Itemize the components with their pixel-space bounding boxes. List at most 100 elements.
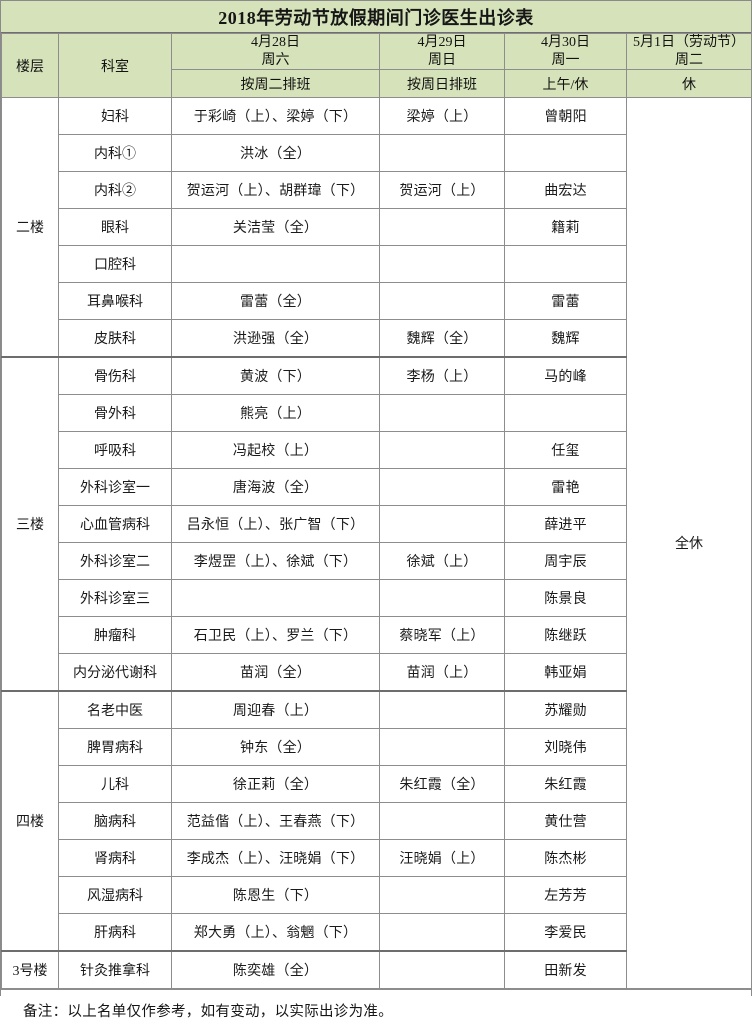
schedule-table: 楼层 科室 4月28日 周六 4月29日 周日 4月30日 周一 5月1日（劳动… (1, 33, 752, 989)
doctor-cell-day-1: 吕永恒（上）、张广智（下） (171, 505, 380, 543)
table-row: 儿科 徐正莉（全） 朱红霞（全） 朱红霞 (2, 765, 752, 803)
doctor-cell-day-3 (504, 134, 627, 172)
department-name: 内分泌代谢科 (58, 653, 172, 692)
doctor-cell-day-2: 汪晓娟（上） (379, 839, 505, 877)
header-row-shifts: 按周二排班 按周日排班 上午/休 休 (2, 69, 752, 98)
table-row: 脑病科 范益偕（上）、王春燕（下） 黄仕营 (2, 802, 752, 840)
doctor-cell-day-2 (379, 394, 505, 432)
department-name: 眼科 (58, 208, 172, 246)
doctor-cell-day-1: 郑大勇（上）、翁魍（下） (171, 913, 380, 952)
table-row: 心血管病科 吕永恒（上）、张广智（下） 薛进平 (2, 505, 752, 543)
table-header: 楼层 科室 4月28日 周六 4月29日 周日 4月30日 周一 5月1日（劳动… (1, 33, 752, 98)
date-label-3: 4月30日 (541, 35, 590, 51)
doctor-cell-day-1 (171, 245, 380, 283)
department-name: 外科诊室二 (58, 542, 172, 580)
table-row: 外科诊室一 唐海波（全） 雷艳 (2, 468, 752, 506)
table-row: 3号楼 针灸推拿科 陈奕雄（全） 田新发 (1, 950, 752, 989)
weekday-label-1: 周六 (261, 52, 290, 68)
table-row: 内分泌代谢科 苗润（全） 苗润（上） 韩亚娟 (2, 653, 752, 692)
doctor-cell-day-3: 周宇辰 (504, 542, 627, 580)
date-label-4: 5月1日（劳动节） (633, 35, 745, 51)
doctor-cell-day-3: 陈杰彬 (504, 839, 627, 877)
doctor-cell-day-1: 陈恩生（下） (171, 876, 380, 914)
doctor-cell-day-3: 陈景良 (504, 579, 627, 617)
doctor-cell-day-2 (379, 802, 505, 840)
table-row: 眼科 关洁莹（全） 籍莉 (2, 208, 752, 246)
doctor-cell-day-1: 黄波（下） (171, 356, 380, 395)
table-row: 二楼 妇科 于彩崎（上）、梁婷（下） 梁婷（上） 曾朝阳 全休 (1, 97, 752, 989)
table-row: 风湿病科 陈恩生（下） 左芳芳 (2, 876, 752, 914)
doctor-cell-day-2 (379, 134, 505, 172)
page-title: 2018年劳动节放假期间门诊医生出诊表 (218, 7, 534, 28)
weekday-label-4: 周二 (675, 52, 703, 68)
doctor-cell-day-3: 朱红霞 (504, 765, 627, 803)
doctor-cell-day-1: 李煜罡（上）、徐斌（下） (171, 542, 380, 580)
doctor-cell-day-3: 陈继跃 (504, 616, 627, 654)
department-name: 皮肤科 (58, 319, 172, 358)
doctor-cell-day-3: 田新发 (504, 950, 627, 989)
department-name: 风湿病科 (58, 876, 172, 914)
doctor-cell-day-3: 雷艳 (504, 468, 627, 506)
table-row: 外科诊室二 李煜罡（上）、徐斌（下） 徐斌（上） 周宇辰 (2, 542, 752, 580)
department-name: 耳鼻喉科 (58, 282, 172, 320)
doctor-cell-day-2 (379, 876, 505, 914)
shift-header-3: 上午/休 (504, 69, 627, 98)
header-row-dates: 楼层 科室 4月28日 周六 4月29日 周日 4月30日 周一 5月1日（劳动… (1, 33, 752, 98)
doctor-cell-day-2 (379, 245, 505, 283)
department-name: 肾病科 (58, 839, 172, 877)
department-name: 儿科 (58, 765, 172, 803)
doctor-cell-day-2: 李杨（上） (379, 356, 505, 395)
department-name: 脑病科 (58, 802, 172, 840)
date-label-1: 4月28日 (251, 35, 300, 51)
footer-note-bar: 备注：以上名单仅作参考，如有变动，以实际出诊为准。 (1, 989, 751, 1031)
doctor-cell-day-2 (379, 728, 505, 766)
doctor-cell-day-1: 钟东（全） (171, 728, 380, 766)
table-row: 肝病科 郑大勇（上）、翁魍（下） 李爱民 (2, 913, 752, 952)
doctor-cell-day-3: 苏耀勋 (504, 690, 627, 729)
doctor-cell-day-3: 刘晓伟 (504, 728, 627, 766)
shift-header-2: 按周日排班 (379, 69, 505, 98)
column-header-floor: 楼层 (1, 33, 59, 98)
doctor-cell-day-3: 黄仕营 (504, 802, 627, 840)
column-header-date-3: 4月30日 周一 (504, 33, 627, 70)
doctor-cell-day-2 (379, 431, 505, 469)
date-label-2: 4月29日 (417, 35, 467, 51)
doctor-cell-day-1: 冯起校（上） (171, 431, 380, 469)
doctor-cell-day-2: 徐斌（上） (379, 542, 505, 580)
weekday-label-3: 周一 (551, 52, 580, 68)
doctor-cell-day-2 (379, 208, 505, 246)
weekday-label-2: 周日 (428, 52, 456, 68)
doctor-cell-day-3: 曲宏达 (504, 171, 627, 209)
doctor-cell-day-2: 贺运河（上） (379, 171, 505, 209)
doctor-cell-day-3: 李爱民 (504, 913, 627, 952)
department-name: 肝病科 (58, 913, 172, 952)
doctor-cell-day-1: 陈奕雄（全） (171, 950, 380, 989)
floor-group-label: 二楼 (1, 97, 59, 358)
footer-note: 备注：以上名单仅作参考，如有变动，以实际出诊为准。 (23, 1004, 393, 1020)
column-header-date-1: 4月28日 周六 (171, 33, 380, 70)
doctor-cell-day-1: 洪逊强（全） (171, 319, 380, 358)
doctor-cell-day-2: 魏辉（全） (379, 319, 505, 358)
doctor-cell-day-1 (171, 579, 380, 617)
department-name: 外科诊室一 (58, 468, 172, 506)
floor-group-label: 四楼 (1, 690, 59, 952)
doctor-cell-day-3: 马的峰 (504, 356, 627, 395)
doctor-cell-day-1: 范益偕（上）、王春燕（下） (171, 802, 380, 840)
doctor-cell-day-1: 李成杰（上）、汪晓娟（下） (171, 839, 380, 877)
doctor-cell-day-2 (379, 950, 505, 989)
department-name: 骨伤科 (58, 356, 172, 395)
doctor-cell-day-3: 左芳芳 (504, 876, 627, 914)
floor-group-label: 三楼 (1, 356, 59, 692)
doctor-cell-day-2 (379, 282, 505, 320)
doctor-cell-day-3: 雷蕾 (504, 282, 627, 320)
doctor-cell-day-2 (379, 913, 505, 952)
department-name: 名老中医 (58, 690, 172, 729)
department-name: 针灸推拿科 (58, 950, 172, 989)
doctor-cell-day-2 (379, 579, 505, 617)
doctor-cell-day-3: 曾朝阳 (504, 97, 627, 135)
doctor-cell-day-2 (379, 690, 505, 729)
doctor-cell-day-3: 薛进平 (504, 505, 627, 543)
table-row: 肿瘤科 石卫民（上）、罗兰（下） 蔡晓军（上） 陈继跃 (2, 616, 752, 654)
table-row: 外科诊室三 陈景良 (2, 579, 752, 617)
